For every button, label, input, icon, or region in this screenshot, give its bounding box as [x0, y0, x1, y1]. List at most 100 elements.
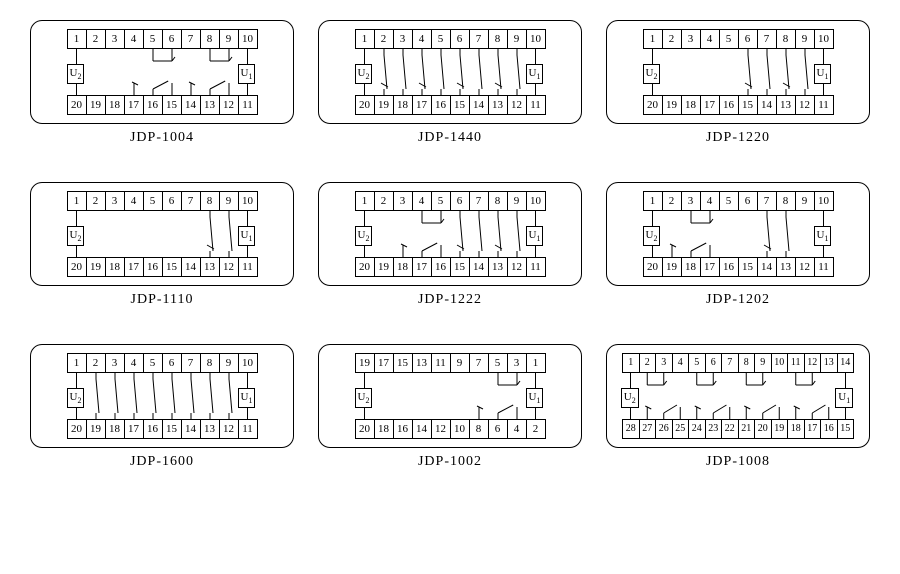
terminal-cell: 6: [162, 191, 182, 211]
terminal-row-bottom: 20191817161514131211: [329, 95, 571, 115]
terminal-row-top: 12345678910: [617, 29, 859, 49]
terminal-row-bottom: 2827262524232221201918171615: [617, 419, 859, 439]
terminal-cell: 18: [105, 95, 125, 115]
module-id-label: JDP-1202: [706, 292, 770, 308]
terminal-cell: 17: [700, 95, 720, 115]
terminal-cell: 18: [681, 257, 701, 277]
terminal-cell: 5: [143, 353, 163, 373]
terminal-cell: 19: [662, 257, 682, 277]
terminal-cell: 9: [219, 353, 239, 373]
wiring-zone: U2U1: [643, 211, 834, 257]
terminal-cell: 11: [787, 353, 805, 373]
terminal-cell: 2: [86, 353, 106, 373]
contact-wires: [643, 211, 834, 257]
terminal-cell: 15: [837, 419, 855, 439]
module-id-label: JDP-1220: [706, 130, 770, 146]
wiring-zone: U2U1: [67, 373, 258, 419]
terminal-cell: 11: [814, 257, 834, 277]
terminal-row-bottom: 20191817161514131211: [329, 257, 571, 277]
terminal-cell: 5: [488, 353, 508, 373]
terminal-cell: 6: [738, 191, 758, 211]
module-id-label: JDP-1002: [418, 454, 482, 470]
terminal-cell: 6: [162, 29, 182, 49]
terminal-cell: 9: [219, 191, 239, 211]
terminal-cell: 6: [705, 353, 723, 373]
terminal-cell: 11: [238, 257, 258, 277]
terminal-cell: 20: [67, 95, 87, 115]
terminal-cell: 16: [143, 95, 163, 115]
terminal-cell: 8: [738, 353, 756, 373]
terminal-cell: 17: [124, 95, 144, 115]
terminal-cell: 13: [200, 419, 220, 439]
terminal-cell: 13: [820, 353, 838, 373]
contact-wires: [622, 373, 854, 419]
wiring-zone: U2U1: [643, 49, 834, 95]
terminal-cell: 11: [431, 353, 451, 373]
terminal-cell: 15: [450, 257, 470, 277]
terminal-cell: 9: [795, 191, 815, 211]
terminal-cell: 14: [757, 95, 777, 115]
relay-module: 12345678910U2U120191817161514131211JDP-1…: [30, 182, 294, 308]
terminal-cell: 19: [662, 95, 682, 115]
terminal-cell: 10: [450, 419, 470, 439]
terminal-cell: 4: [412, 29, 432, 49]
relay-module: 12345678910U2U120191817161514131211JDP-1…: [30, 344, 294, 470]
contact-wires: [643, 49, 834, 95]
terminal-row-top: 191715131197531: [329, 353, 571, 373]
panel: 12345678910U2U120191817161514131211: [318, 182, 582, 286]
terminal-row-bottom: 2018161412108642: [329, 419, 571, 439]
terminal-cell: 14: [469, 95, 489, 115]
terminal-cell: 5: [688, 353, 706, 373]
terminal-cell: 4: [700, 29, 720, 49]
terminal-cell: 3: [105, 191, 125, 211]
terminal-cell: 12: [431, 419, 451, 439]
terminal-cell: 12: [219, 257, 239, 277]
relay-module: 191715131197531U2U12018161412108642JDP-1…: [318, 344, 582, 470]
terminal-cell: 18: [787, 419, 805, 439]
terminal-row-top: 12345678910: [329, 29, 571, 49]
terminal-cell: 20: [355, 95, 375, 115]
terminal-cell: 12: [507, 95, 527, 115]
terminal-cell: 18: [393, 95, 413, 115]
module-id-label: JDP-1004: [130, 130, 194, 146]
panel: 12345678910U2U120191817161514131211: [318, 20, 582, 124]
terminal-cell: 2: [86, 29, 106, 49]
terminal-cell: 14: [181, 95, 201, 115]
terminal-cell: 21: [738, 419, 756, 439]
terminal-cell: 2: [662, 29, 682, 49]
relay-module: 1234567891011121314U2U128272625242322212…: [606, 344, 870, 470]
terminal-cell: 5: [431, 29, 451, 49]
terminal-cell: 17: [124, 257, 144, 277]
terminal-cell: 5: [719, 29, 739, 49]
terminal-cell: 19: [374, 257, 394, 277]
terminal-cell: 16: [431, 95, 451, 115]
terminal-row-bottom: 20191817161514131211: [617, 95, 859, 115]
terminal-cell: 1: [67, 353, 87, 373]
terminal-cell: 13: [488, 95, 508, 115]
terminal-cell: 15: [162, 257, 182, 277]
wiring-zone: U2U1: [355, 49, 546, 95]
terminal-cell: 15: [738, 95, 758, 115]
terminal-cell: 19: [771, 419, 789, 439]
terminal-cell: 15: [393, 353, 413, 373]
terminal-cell: 4: [412, 191, 432, 211]
terminal-cell: 24: [688, 419, 706, 439]
terminal-cell: 10: [814, 29, 834, 49]
terminal-cell: 12: [219, 419, 239, 439]
terminal-cell: 10: [771, 353, 789, 373]
terminal-cell: 14: [181, 257, 201, 277]
terminal-cell: 8: [488, 191, 508, 211]
relay-module: 12345678910U2U120191817161514131211 JDP-1…: [606, 20, 870, 146]
terminal-cell: 20: [67, 257, 87, 277]
module-id-label: JDP-1600: [130, 454, 194, 470]
terminal-cell: 12: [795, 257, 815, 277]
terminal-cell: 5: [431, 191, 451, 211]
terminal-row-bottom: 20191817161514131211: [41, 419, 283, 439]
relay-module: 12345678910U2U120191817161514131211JDP-1…: [30, 20, 294, 146]
terminal-cell: 18: [374, 419, 394, 439]
terminal-row-top: 12345678910: [329, 191, 571, 211]
terminal-cell: 9: [754, 353, 772, 373]
terminal-cell: 1: [355, 29, 375, 49]
terminal-row-bottom: 20191817161514131211: [617, 257, 859, 277]
terminal-cell: 10: [238, 353, 258, 373]
